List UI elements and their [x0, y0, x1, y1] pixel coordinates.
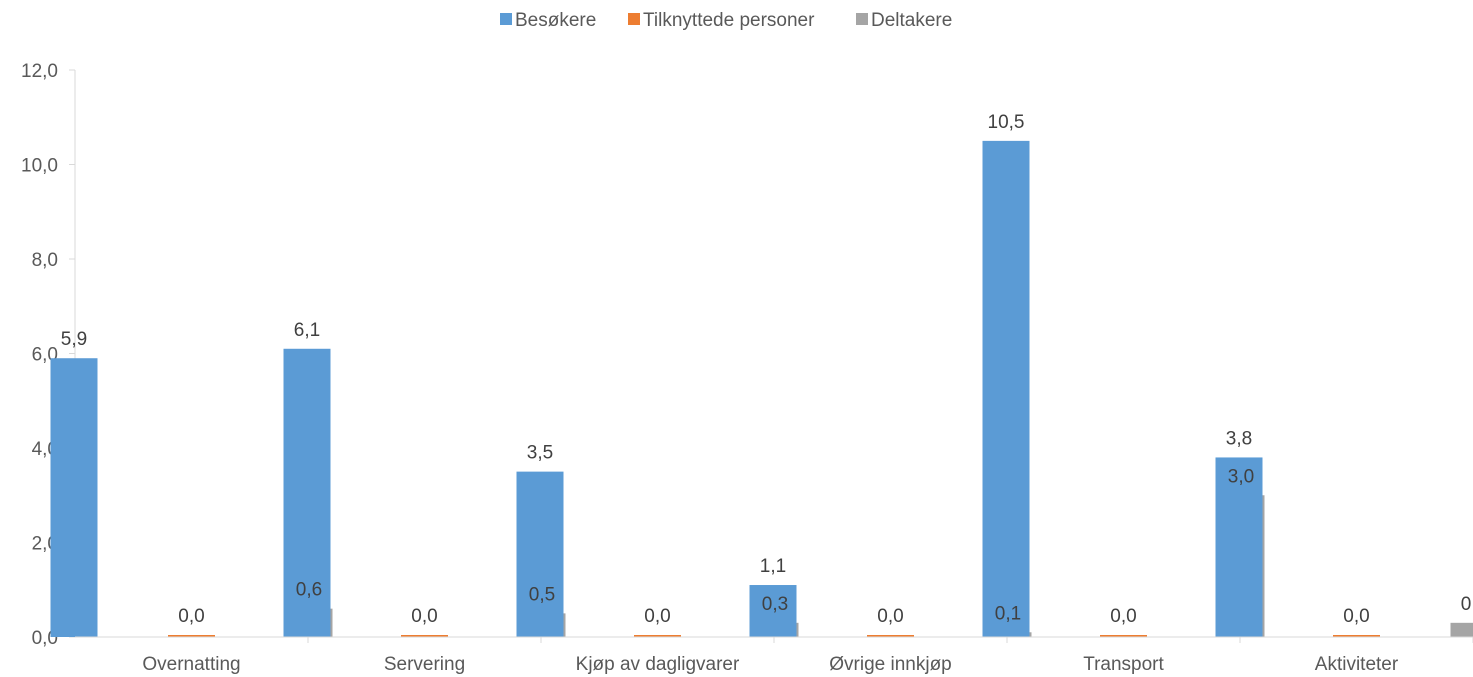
- data-label: 0,5: [529, 584, 555, 605]
- bar-besokere: [1215, 457, 1263, 637]
- data-label: 10,5: [988, 112, 1025, 133]
- x-tick-label: Transport: [1083, 654, 1164, 675]
- bar-tilknyttede: [867, 635, 914, 637]
- x-tick-label: Øvrige innkjøp: [829, 654, 952, 675]
- bar-tilknyttede: [634, 635, 681, 637]
- legend-label: Besøkere: [515, 10, 596, 31]
- data-label: 1,1: [760, 556, 786, 577]
- legend: Besøkere Tilknyttede personer Deltakere: [500, 10, 952, 31]
- y-tick-label: 8,0: [32, 250, 58, 271]
- data-label: 0,0: [1343, 606, 1369, 627]
- data-label: 0,0: [1110, 606, 1136, 627]
- legend-swatch: [856, 13, 868, 25]
- y-tick-label: 10,0: [21, 156, 58, 177]
- bar-tilknyttede: [1333, 635, 1380, 637]
- data-label: 3,5: [527, 443, 553, 464]
- x-axis: Overnatting Servering Kjøp av dagligvarer Ø…: [75, 636, 1473, 675]
- x-tick-label: Kjøp av dagligvarer: [576, 654, 740, 675]
- data-label: 6,1: [294, 320, 320, 341]
- data-label: 0,6: [296, 580, 322, 601]
- bar-besokere: [516, 471, 564, 637]
- bars: [50, 140, 1473, 637]
- bar-besokere: [283, 348, 331, 637]
- legend-label: Deltakere: [871, 10, 952, 31]
- data-label: 0,0: [644, 606, 670, 627]
- x-tick-label: Overnatting: [142, 654, 240, 675]
- data-label: 5,9: [61, 329, 87, 350]
- bar-deltakere: [1450, 622, 1473, 637]
- data-labels: 5,9 0,0 0,6 6,1 0,0 0,5 3,5 0,0 0,3 1,1 0,0 0,1 10,5…: [61, 112, 1473, 627]
- data-label: 0,1: [995, 603, 1021, 624]
- legend-label: Tilknyttede personer: [643, 10, 815, 31]
- bar-besokere: [749, 585, 797, 637]
- x-tick-label: Aktiviteter: [1315, 654, 1399, 675]
- bar-tilknyttede: [168, 635, 215, 637]
- data-label: 3,0: [1228, 466, 1254, 487]
- bar-tilknyttede: [1100, 635, 1147, 637]
- legend-swatch: [500, 13, 512, 25]
- data-label: 0,3: [762, 594, 788, 615]
- x-tick-label: Servering: [384, 654, 465, 675]
- data-label: 0,0: [877, 606, 903, 627]
- data-label: 0,0: [411, 606, 437, 627]
- data-label: 0,0: [178, 606, 204, 627]
- legend-swatch: [628, 13, 640, 25]
- bar-besokere: [982, 140, 1030, 637]
- bar-besokere: [50, 358, 98, 637]
- data-label: 3,8: [1226, 428, 1252, 449]
- y-tick-label: 12,0: [21, 61, 58, 82]
- data-label: 0,3: [1461, 594, 1473, 615]
- bar-tilknyttede: [401, 635, 448, 637]
